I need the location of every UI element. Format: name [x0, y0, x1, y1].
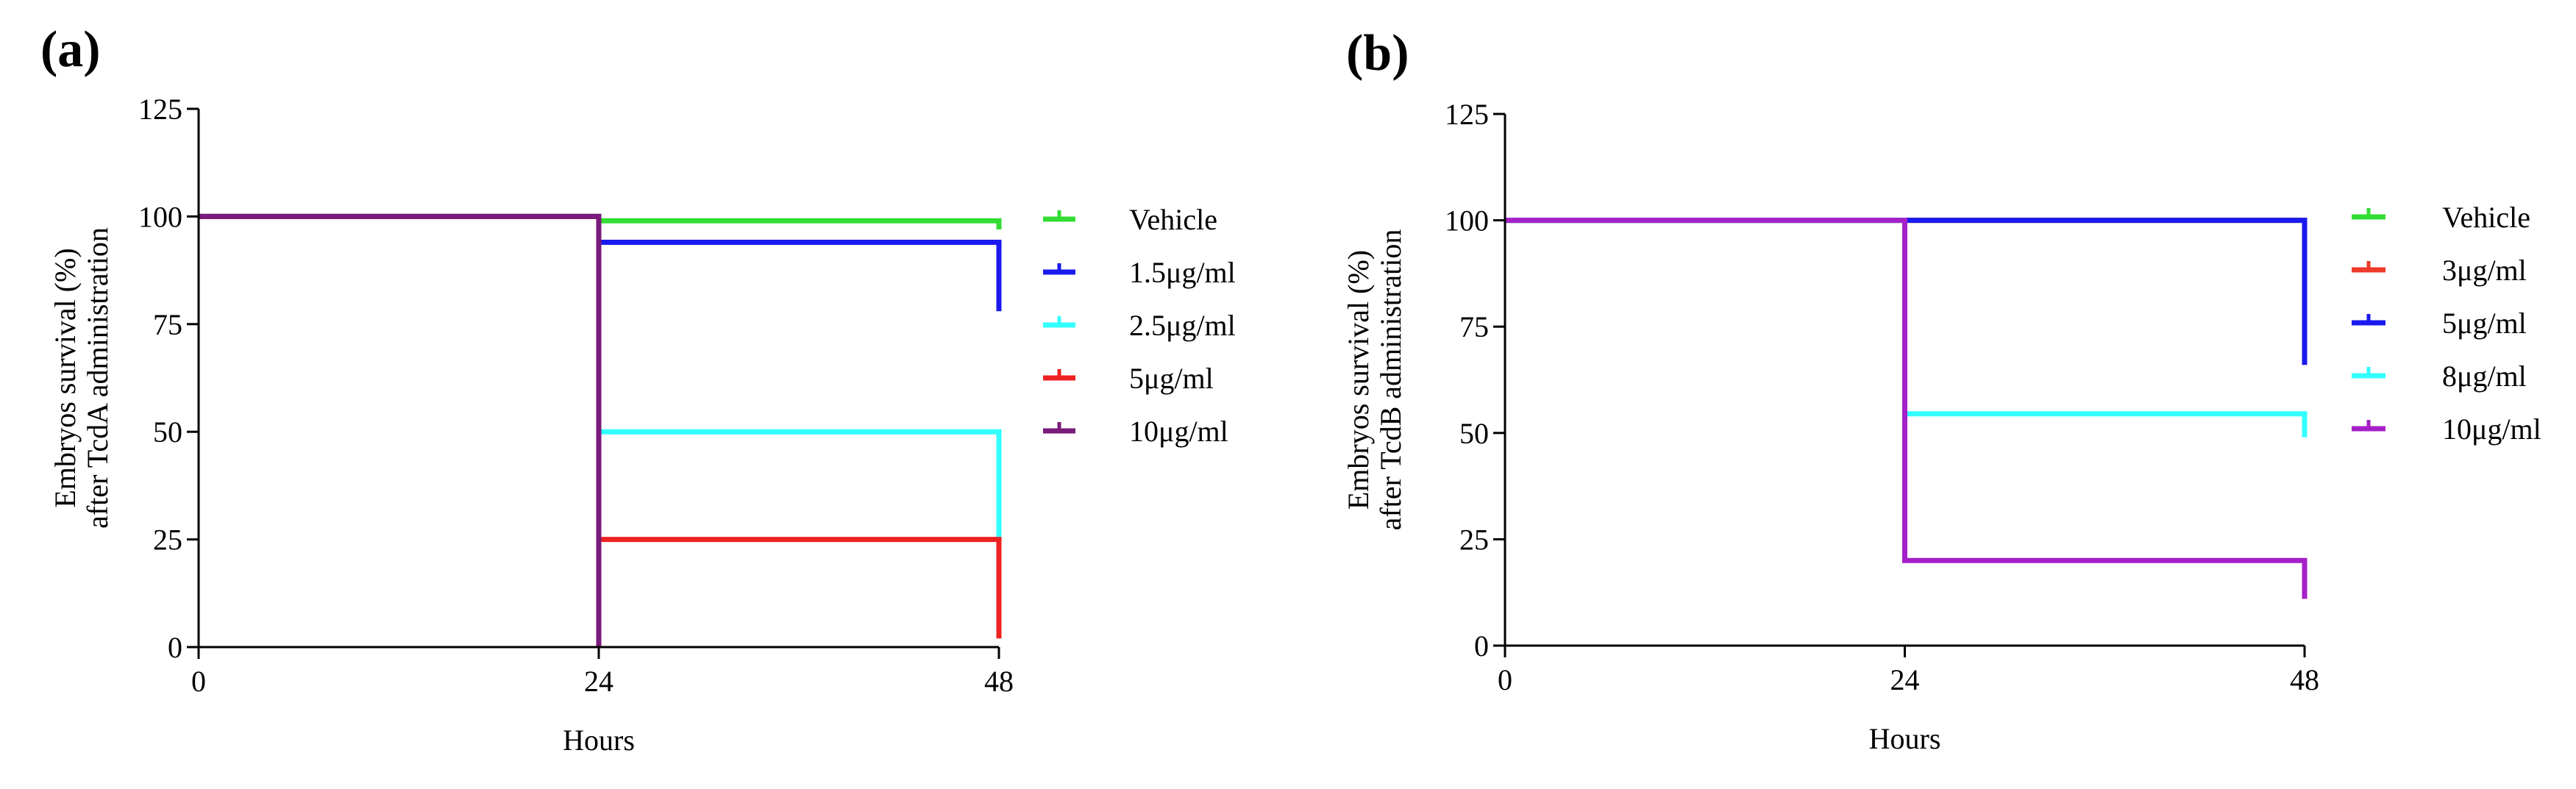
y-tick-label: 25: [1459, 523, 1489, 556]
legend-label: 1.5μg/ml: [1129, 256, 1236, 289]
x-tick-label: 24: [584, 665, 613, 698]
x-axis-title: Hours: [1869, 722, 1941, 755]
legend-label: 8μg/ml: [2442, 360, 2527, 393]
y-tick-label: 125: [138, 93, 182, 126]
series-line-5: [1505, 218, 2308, 599]
y-tick-label: 0: [1474, 629, 1489, 663]
legend-label: 2.5μg/ml: [1129, 309, 1236, 342]
series-line-5: [199, 213, 602, 647]
x-tick-label: 48: [2290, 663, 2319, 696]
y-tick-label: 100: [1445, 204, 1489, 238]
x-axis-title: Hours: [563, 724, 635, 757]
y-tick-label: 100: [138, 200, 182, 233]
legend-label: Vehicle: [1129, 203, 1217, 236]
y-axis-title-line: after TcdB administration: [1374, 229, 1407, 531]
legend-label: 10μg/ml: [1129, 415, 1228, 448]
legend-label: 5μg/ml: [2442, 307, 2527, 340]
y-axis-title-line: after TcdA administration: [81, 227, 114, 529]
y-tick-label: 0: [168, 631, 182, 664]
y-tick-label: 50: [1459, 417, 1489, 450]
panel-label: (b): [1346, 25, 1409, 82]
x-tick-label: 24: [1890, 663, 1920, 696]
y-axis-title-line: Embryos survival (%): [1342, 250, 1375, 510]
legend-label: 5μg/ml: [1129, 362, 1214, 395]
y-tick-label: 125: [1445, 98, 1489, 131]
y-tick-label: 25: [153, 524, 182, 557]
panel-a: (a) 0 25 50 75 100 125 0 24 48 Hours Embryos surviv…: [40, 21, 1236, 757]
x-tick-label: 0: [1498, 663, 1512, 696]
y-tick-label: 75: [1459, 310, 1489, 343]
x-tick-label: 48: [984, 665, 1014, 698]
legend-label: 3μg/ml: [2442, 254, 2527, 287]
y-tick-label: 50: [153, 415, 182, 449]
panel-b: (b) 0 25 50 75 100 125 0 24 48 Hours Embryos surviv…: [1342, 25, 2541, 755]
panel-label: (a): [40, 21, 101, 78]
y-tick-label: 75: [153, 308, 182, 341]
y-axis-title-line: Embryos survival (%): [49, 248, 82, 507]
x-tick-label: 0: [191, 665, 206, 698]
legend-label: 10μg/ml: [2442, 413, 2541, 446]
legend-label: Vehicle: [2442, 201, 2530, 234]
